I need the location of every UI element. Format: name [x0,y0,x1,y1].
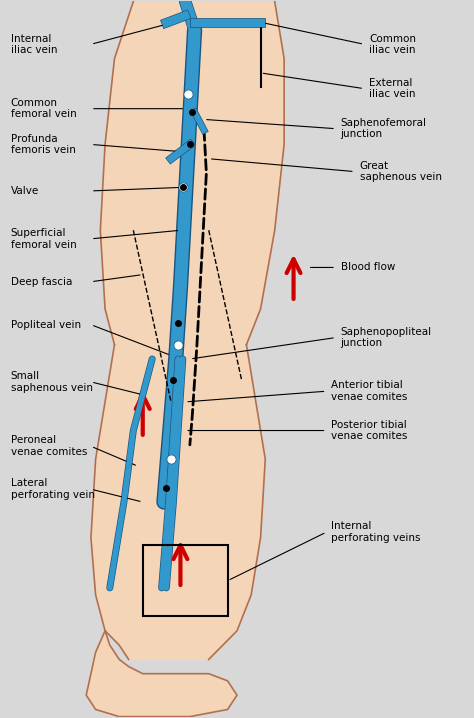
Text: Lateral
perforating vein: Lateral perforating vein [11,478,95,500]
Polygon shape [91,345,265,659]
Text: Posterior tibial
venae comites: Posterior tibial venae comites [331,420,408,442]
Text: Small
saphenous vein: Small saphenous vein [11,371,93,393]
Text: Common
iliac vein: Common iliac vein [369,34,416,55]
Text: Common
femoral vein: Common femoral vein [11,98,77,119]
Text: Popliteal vein: Popliteal vein [11,320,81,330]
Text: Internal
perforating veins: Internal perforating veins [331,521,421,543]
Polygon shape [100,1,284,345]
Text: Valve: Valve [11,186,39,196]
Text: External
iliac vein: External iliac vein [369,78,415,100]
Polygon shape [86,631,237,717]
Text: Deep fascia: Deep fascia [11,276,72,286]
Text: Great
saphenous vein: Great saphenous vein [359,161,441,182]
Text: Saphenopopliteal
junction: Saphenopopliteal junction [341,327,432,348]
Bar [143,545,228,617]
Text: Blood flow: Blood flow [341,263,395,272]
Text: Profunda
femoris vein: Profunda femoris vein [11,134,76,155]
Text: Anterior tibial
venae comites: Anterior tibial venae comites [331,381,408,402]
Text: Superficial
femoral vein: Superficial femoral vein [11,228,77,250]
Text: Internal
iliac vein: Internal iliac vein [11,34,57,55]
Text: Peroneal
venae comites: Peroneal venae comites [11,435,87,457]
Text: Saphenofemoral
junction: Saphenofemoral junction [341,118,427,139]
